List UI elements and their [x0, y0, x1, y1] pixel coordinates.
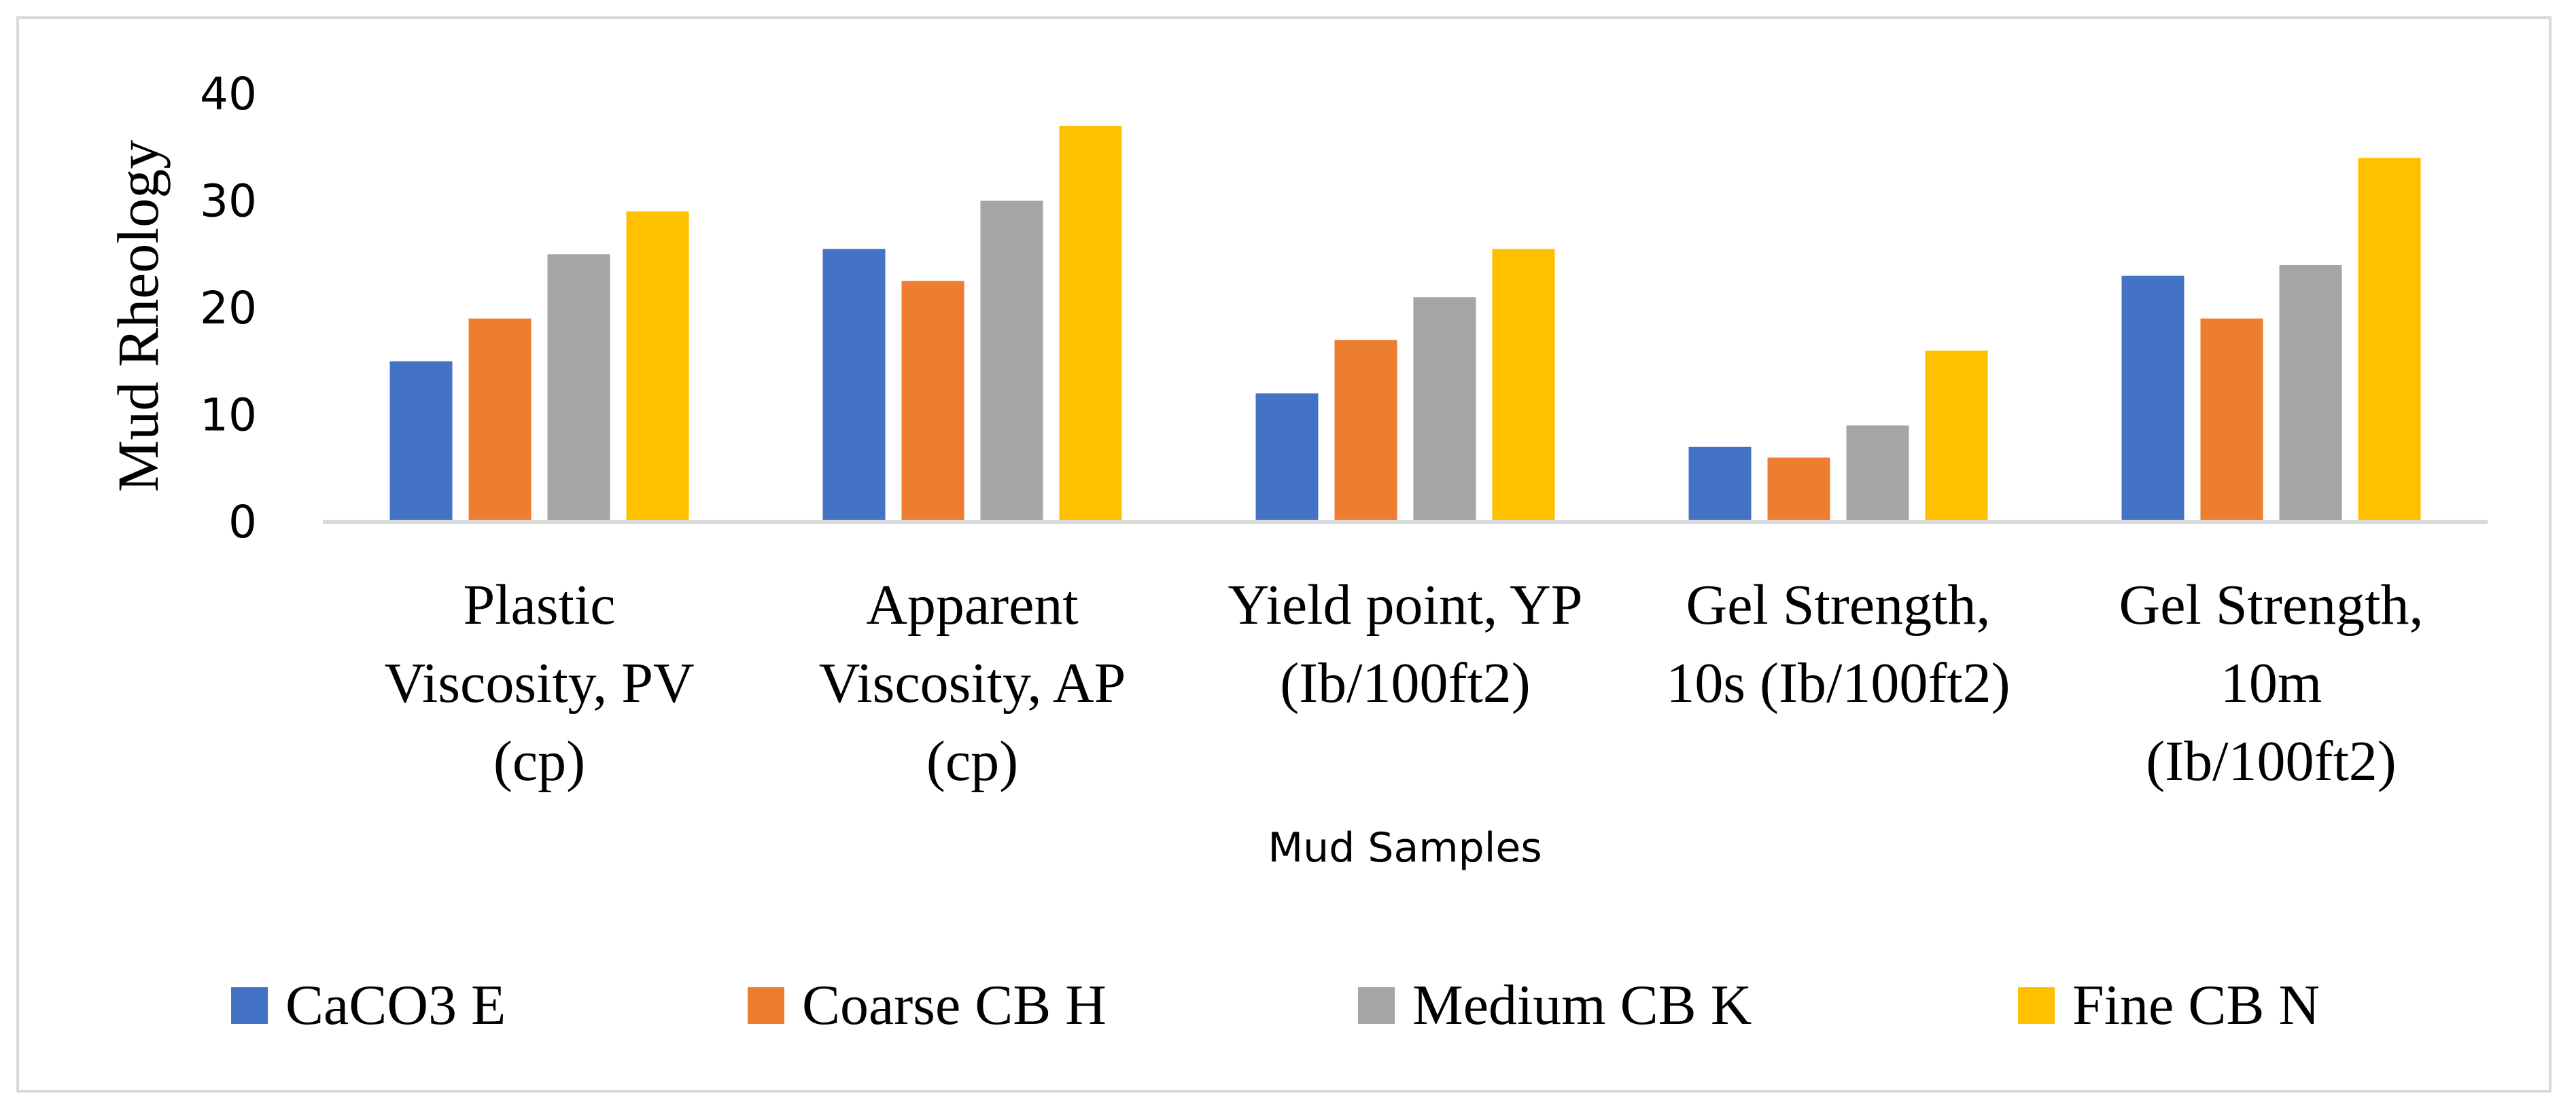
bar-fine-cb-n	[1492, 249, 1555, 522]
y-axis-title: Mud Rheology	[105, 140, 171, 492]
bar-medium-cb-k	[1846, 425, 1909, 522]
x-axis-title: Mud Samples	[1268, 824, 1542, 872]
x-tick-label-line: Gel Strength,	[2119, 573, 2424, 637]
bar-caco3-e	[389, 361, 453, 522]
y-tick-label: 10	[200, 389, 257, 442]
x-tick-label: Yield point, YP (Ib/100ft2)	[1228, 573, 1583, 715]
x-tick-label-line: Apparent	[866, 573, 1079, 637]
bar-caco3-e	[2121, 275, 2185, 522]
x-tick-label-line: Yield point, YP	[1228, 573, 1583, 637]
x-tick-label-line: (Ib/100ft2)	[1280, 652, 1531, 715]
x-tick-label-line: 10m	[2221, 652, 2322, 715]
x-tick-label: Plastic Viscosity, PV (cp)	[384, 573, 694, 793]
x-tick-label-line: Plastic	[464, 573, 616, 637]
legend-swatch	[2018, 987, 2055, 1024]
legend-label: Coarse CB H	[802, 974, 1107, 1037]
bar-fine-cb-n	[1925, 351, 1988, 522]
x-tick-label-line: Viscosity, PV	[384, 652, 694, 715]
bar-coarse-cb-h	[2200, 318, 2263, 522]
y-tick-label: 40	[200, 68, 257, 120]
bar-coarse-cb-h	[1334, 340, 1397, 522]
bar-coarse-cb-h	[468, 318, 532, 522]
bar-medium-cb-k	[1413, 297, 1476, 522]
x-tick-label-line: (cp)	[493, 730, 585, 793]
x-tick-label-line: 10s (Ib/100ft2)	[1666, 652, 2010, 715]
y-tick-label: 0	[228, 496, 257, 548]
x-tick-label-line: Gel Strength,	[1686, 573, 1991, 637]
legend-label: Fine CB N	[2072, 974, 2320, 1037]
bar-fine-cb-n	[2358, 158, 2421, 522]
x-tick-label-line: Viscosity, AP	[819, 652, 1126, 715]
x-tick-label-line: (Ib/100ft2)	[2146, 730, 2397, 793]
legend-swatch	[231, 987, 268, 1024]
bar-medium-cb-k	[547, 254, 610, 522]
y-tick-label: 20	[200, 282, 257, 334]
x-tick-label: Gel Strength, 10s (Ib/100ft2)	[1666, 573, 2010, 715]
x-tick-label: Apparent Viscosity, AP (cp)	[819, 573, 1126, 793]
bar-coarse-cb-h	[901, 281, 964, 522]
bar-coarse-cb-h	[1767, 457, 1830, 522]
bar-medium-cb-k	[980, 200, 1043, 522]
x-tick-label: Gel Strength, 10m (Ib/100ft2)	[2119, 573, 2424, 793]
legend-label: CaCO3 E	[285, 974, 506, 1037]
bar-caco3-e	[1688, 446, 1752, 522]
legend-swatch	[1358, 987, 1395, 1024]
bar-caco3-e	[822, 249, 886, 522]
chart-frame	[16, 16, 2552, 1093]
bar-fine-cb-n	[1059, 126, 1122, 522]
bar-fine-cb-n	[626, 211, 689, 522]
bar-caco3-e	[1255, 393, 1319, 522]
bar-medium-cb-k	[2279, 265, 2342, 522]
legend-swatch	[748, 987, 784, 1024]
x-tick-label-line: (cp)	[926, 730, 1018, 793]
y-tick-label: 30	[200, 175, 257, 228]
legend-label: Medium CB K	[1412, 974, 1752, 1037]
